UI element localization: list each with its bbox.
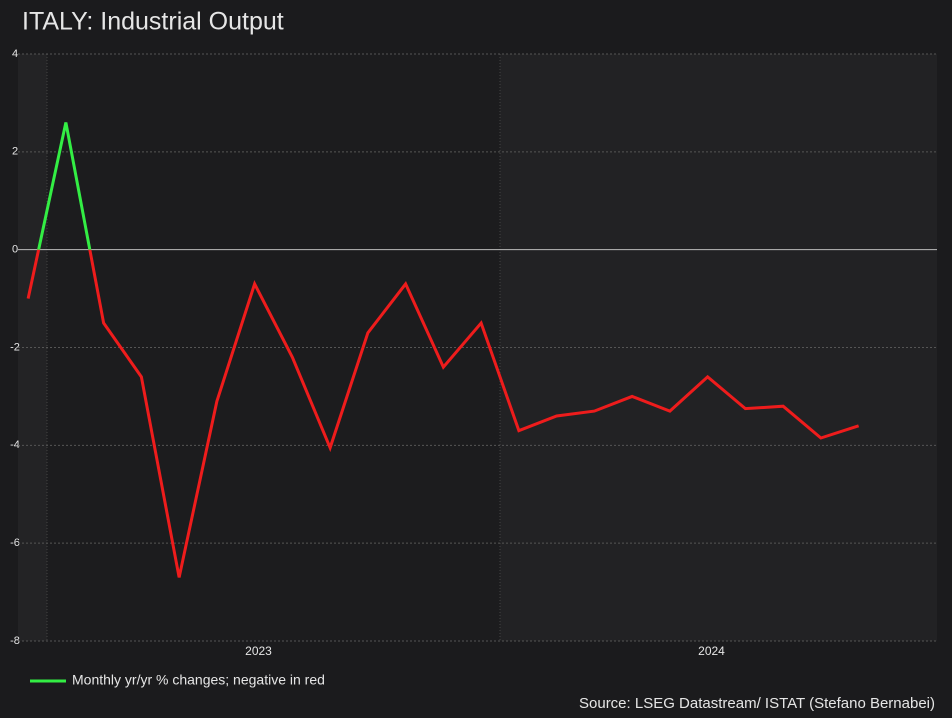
y-tick-label: 0	[12, 244, 18, 256]
x-tick-label: 2023	[245, 644, 272, 658]
y-tick-label: 2	[12, 146, 18, 158]
line-negative	[26, 249, 860, 578]
source: Source: LSEG Datastream/ ISTAT (Stefano …	[579, 695, 935, 712]
chart-title: ITALY: Industrial Output	[22, 8, 284, 36]
y-tick-label: -6	[10, 537, 20, 549]
y-tick-label: -2	[10, 341, 20, 353]
y-tick-label: 4	[12, 48, 18, 60]
y-tick-label: -4	[10, 439, 20, 451]
x-tick-label: 2024	[698, 644, 725, 658]
legend-label: Monthly yr/yr % changes; negative in red	[72, 672, 325, 688]
y-tick-label: -8	[10, 635, 20, 647]
